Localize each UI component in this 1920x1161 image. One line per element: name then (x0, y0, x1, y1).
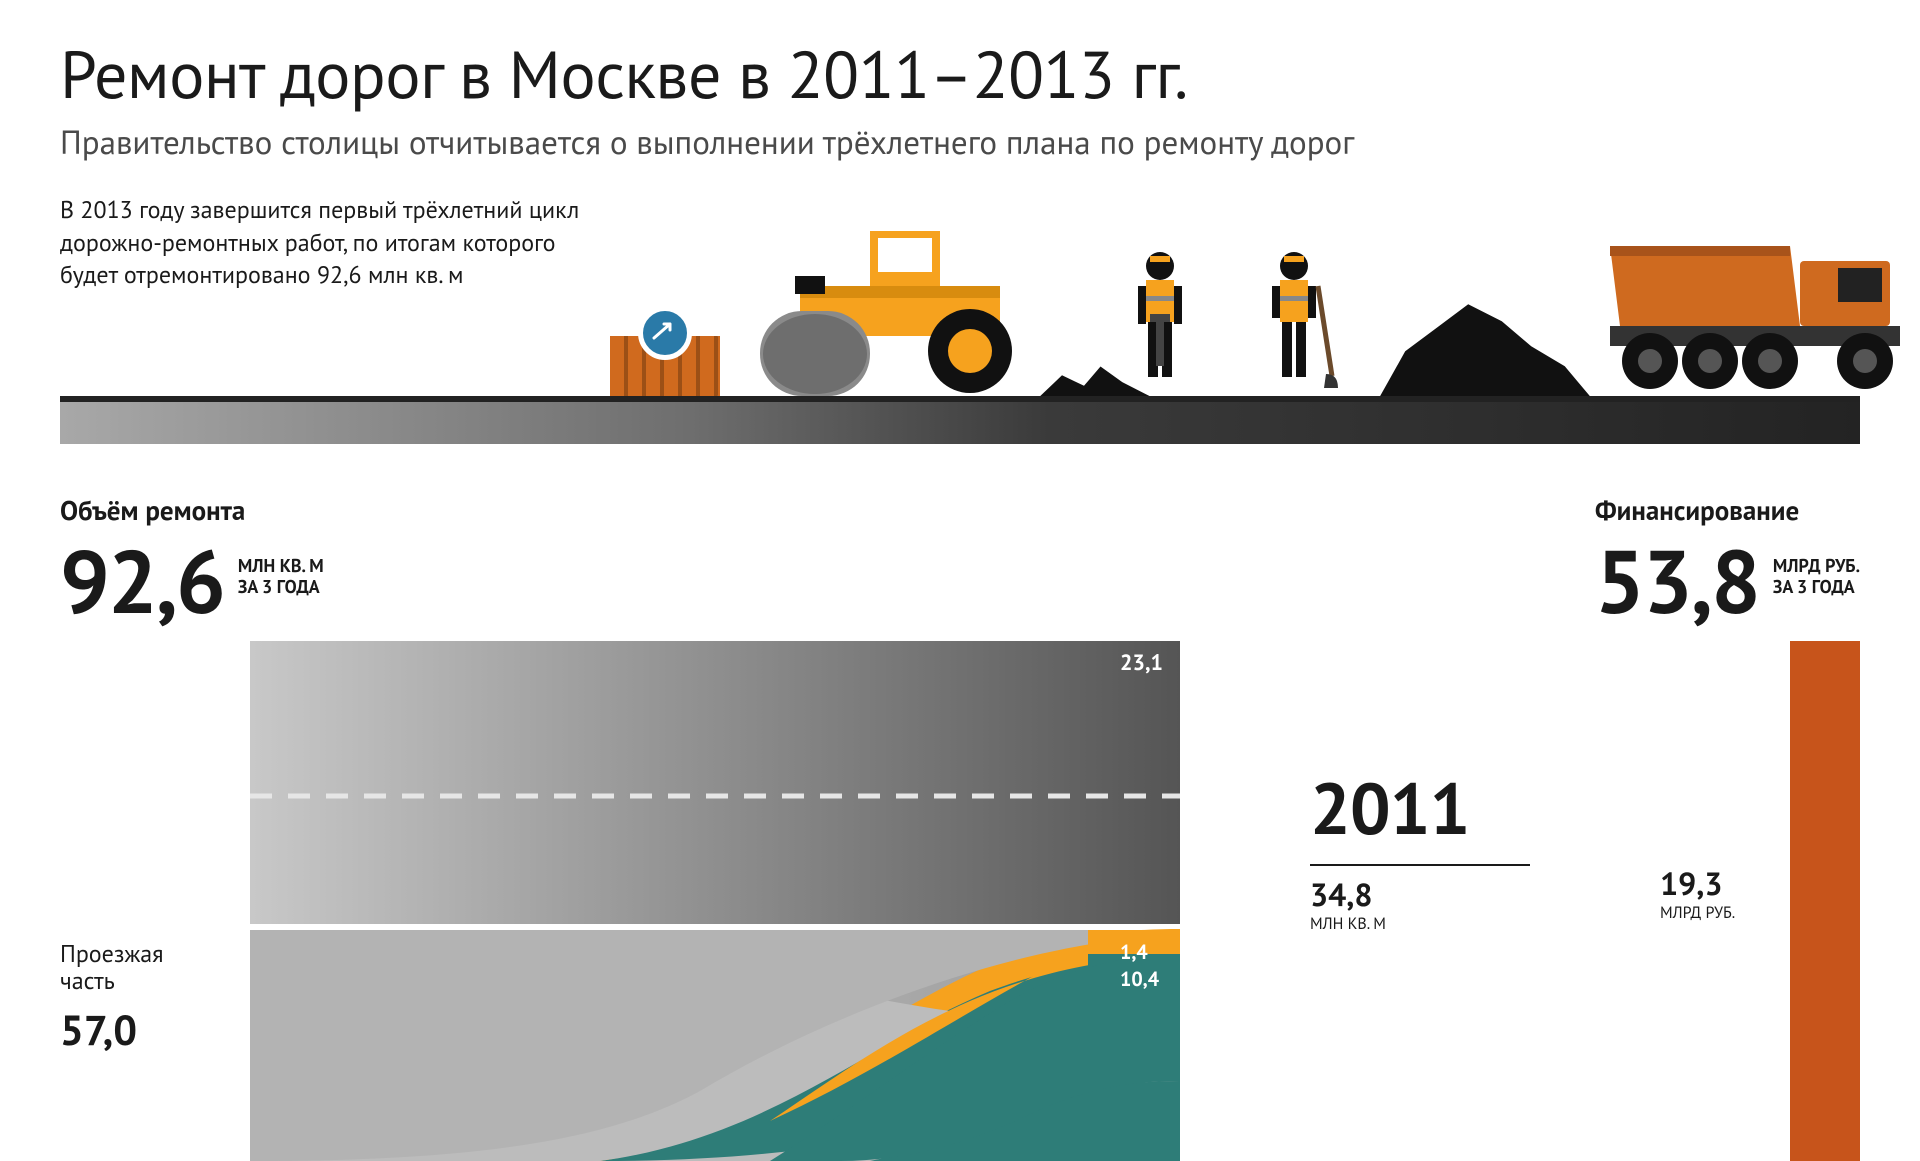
funding-heading: Финансирование (1595, 494, 1860, 528)
asphalt-pile-large-icon (1380, 296, 1590, 396)
category-value: 57,0 (60, 1002, 220, 1057)
page-title: Ремонт дорог в Москве в 2011–2013 гг. (60, 40, 1860, 109)
road-scene (60, 194, 1860, 444)
year-value: 2011 (1310, 761, 1590, 854)
stream-chart: Проезжая часть 57,0 (60, 641, 1860, 1161)
funding-bar (1790, 641, 1860, 1161)
funding-unit: МЛРД РУБ. ЗА 3 ГОДА (1773, 542, 1860, 597)
teal-band-label: 10,4 (1120, 966, 1159, 992)
volume-unit: МЛН КВ. М ЗА 3 ГОДА (238, 542, 324, 597)
road-surface (60, 396, 1860, 444)
orange-band-label: 1,4 (1120, 939, 1148, 965)
page-subtitle: Правительство столицы отчитывается о вып… (60, 121, 1860, 164)
volume-value: 92,6 (60, 542, 224, 621)
funding-stat: Финансирование 53,8 МЛРД РУБ. ЗА 3 ГОДА (1595, 494, 1860, 621)
funding-value: 53,8 (1595, 542, 1759, 621)
worker-shovel-icon (1260, 246, 1340, 396)
year-panel: 2011 34,8 млн кв. м (1310, 761, 1590, 934)
category-name: Проезжая часть (60, 941, 220, 994)
barrier-icon (610, 316, 720, 396)
road-roller-icon (740, 216, 1040, 396)
volume-stat: Объём ремонта 92,6 МЛН КВ. М ЗА 3 ГОДА (60, 494, 324, 621)
year-volume-unit: млн кв. м (1310, 914, 1590, 934)
top-band-label: 23,1 (1120, 649, 1163, 677)
volume-heading: Объём ремонта (60, 494, 324, 528)
chart-category-label: Проезжая часть 57,0 (60, 941, 220, 1057)
year-volume-value: 34,8 (1310, 878, 1590, 910)
worker-jackhammer-icon (1120, 246, 1200, 396)
detour-sign-icon (638, 306, 692, 360)
dump-truck-icon (1600, 226, 1920, 396)
stream-svg (250, 641, 1180, 1161)
hero-illustration: В 2013 году завершится первый трёхлетний… (60, 194, 1860, 444)
